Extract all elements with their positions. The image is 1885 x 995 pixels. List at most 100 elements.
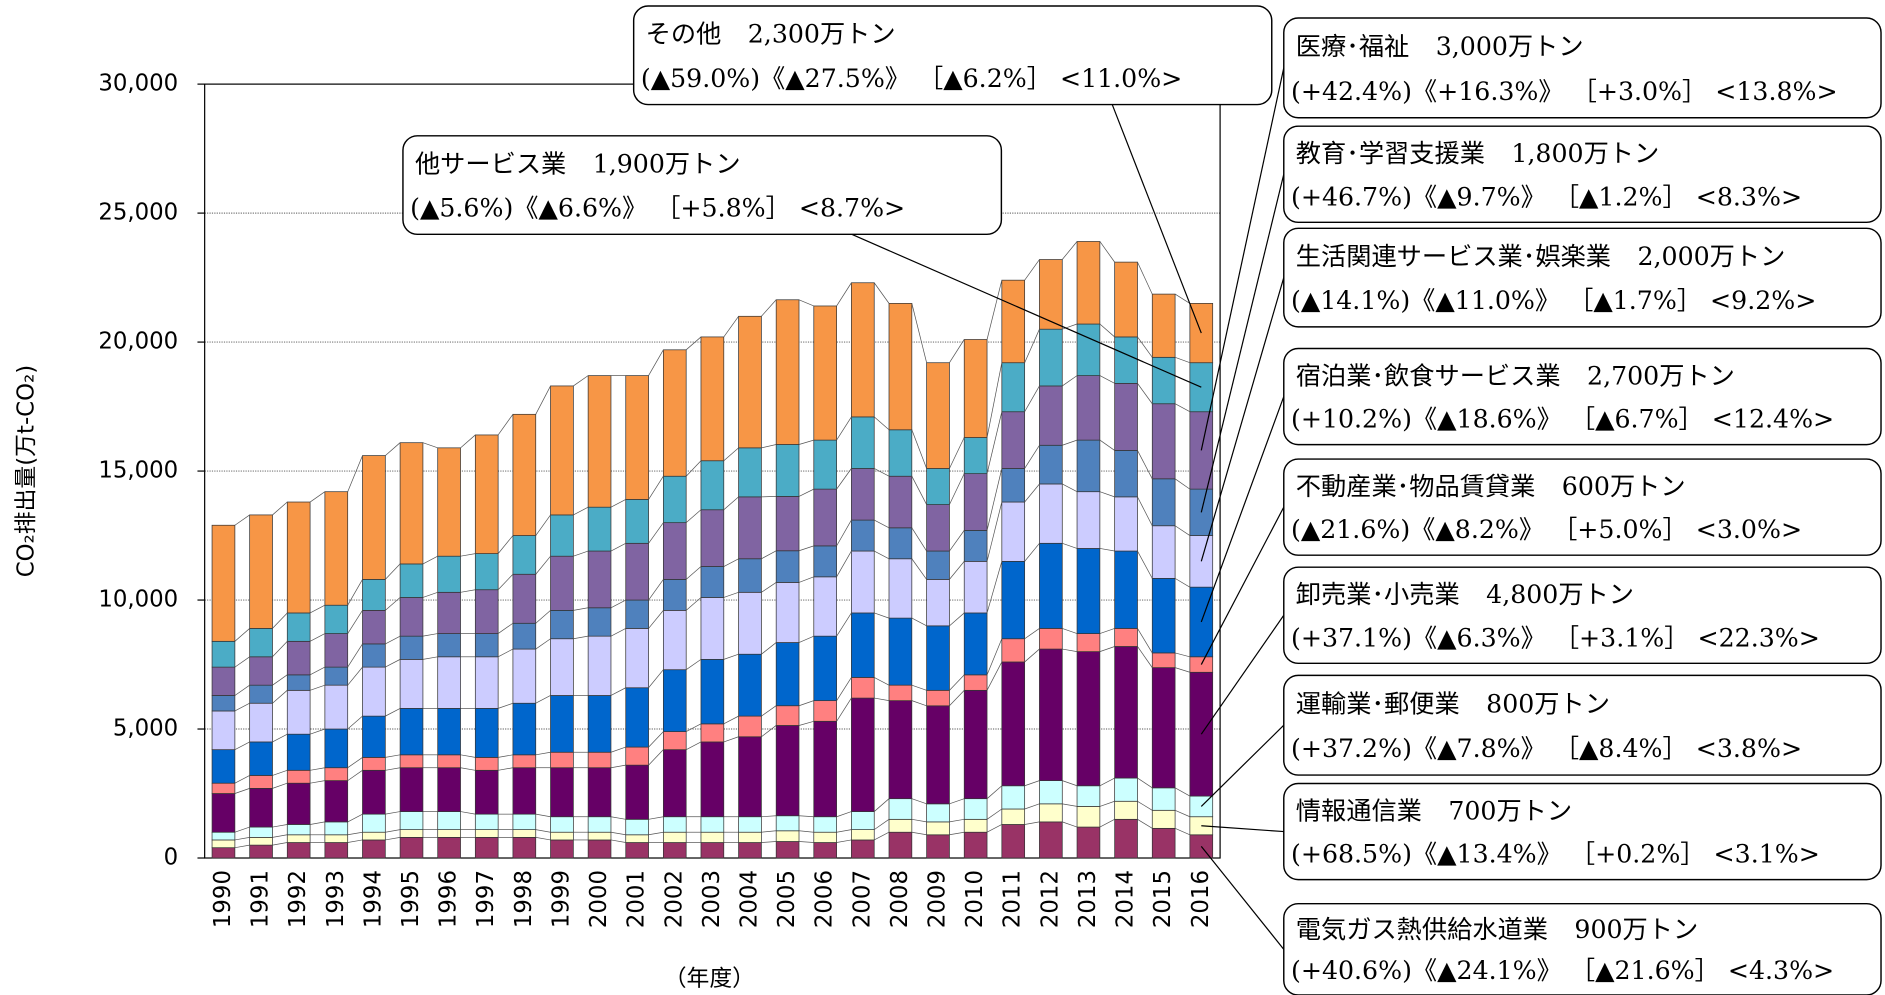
bar-segment <box>1151 827 1176 859</box>
bar-segment <box>249 826 273 838</box>
connector <box>949 561 965 580</box>
connector <box>422 591 438 598</box>
connector <box>949 818 965 823</box>
callout-detail: (▲59.0%)《▲27.5%》 ［▲6.2%］ <11.0%> <box>641 64 1182 93</box>
bar-segment <box>700 831 725 843</box>
bar-segment <box>775 725 800 817</box>
connector <box>685 659 702 670</box>
callout-detail: (+10.2%)《▲18.6%》 ［▲6.7%］ <12.4%> <box>1291 405 1834 434</box>
connector <box>460 754 476 758</box>
bar-segment <box>437 656 461 709</box>
bar-segment <box>399 597 424 637</box>
connector <box>1099 375 1115 384</box>
bar-segment <box>662 669 687 732</box>
connector <box>234 514 250 526</box>
bar-segment <box>700 816 725 833</box>
connector <box>648 816 664 820</box>
connector <box>723 496 739 511</box>
bar-segment <box>474 633 499 658</box>
connector <box>272 641 288 658</box>
connector <box>497 535 514 554</box>
bar-segment <box>625 499 649 544</box>
connector <box>761 725 777 738</box>
connector <box>761 299 777 317</box>
connector <box>1174 578 1191 588</box>
bar-segment <box>700 597 725 660</box>
bar-segment <box>1039 780 1063 805</box>
connector <box>873 798 890 812</box>
bar-segment <box>700 336 725 462</box>
bar-segment <box>963 473 988 531</box>
connector <box>648 522 664 544</box>
connector <box>873 416 890 431</box>
bar-segment <box>362 610 386 645</box>
x-tick-label: 1994 <box>360 870 386 928</box>
callout-detail: (▲5.6%)《▲6.6%》 ［+5.8%］ <8.7%> <box>410 194 905 223</box>
connector <box>385 563 401 580</box>
bar-segment <box>625 628 649 689</box>
bar-segment <box>249 684 273 704</box>
bar-segment <box>888 303 913 431</box>
bar-segment <box>888 475 913 529</box>
bar-segment <box>399 442 424 565</box>
connector <box>234 788 250 794</box>
connector <box>686 723 702 732</box>
connector <box>1137 550 1153 579</box>
bar-segment <box>286 842 311 859</box>
callout-box <box>402 135 1003 236</box>
bar-segment <box>1076 439 1101 493</box>
bar-segment <box>550 514 574 557</box>
connector <box>685 460 702 477</box>
connector <box>723 591 739 598</box>
connector <box>234 628 250 642</box>
bar-segment <box>512 648 537 704</box>
bar-segment <box>963 674 988 691</box>
connector <box>686 741 702 750</box>
connector <box>1062 323 1078 330</box>
bar-segment <box>474 757 499 771</box>
bar-segment <box>775 815 800 832</box>
x-tick-label: 2006 <box>812 870 838 928</box>
bar-segment <box>1076 826 1101 859</box>
connector <box>234 656 250 668</box>
bar-segment <box>926 705 950 805</box>
bar-segment <box>888 617 913 686</box>
bar-segment <box>1076 323 1101 376</box>
callout-box <box>1283 782 1882 881</box>
connector <box>1099 323 1115 338</box>
bar-segment <box>1076 785 1101 807</box>
callout-pointer <box>1200 277 1285 562</box>
bar-segment <box>399 563 424 598</box>
bar-segment <box>1114 382 1138 451</box>
connector <box>911 303 927 363</box>
connector <box>836 697 852 722</box>
connector <box>460 434 476 449</box>
connector <box>1099 646 1115 652</box>
connector <box>761 815 777 818</box>
bar-segment <box>1039 259 1063 330</box>
connector <box>1174 356 1190 364</box>
connector <box>911 558 927 580</box>
connector <box>535 638 551 650</box>
bar-segment <box>700 659 725 725</box>
bar-segment <box>738 831 762 843</box>
connector <box>986 785 1003 799</box>
connector <box>949 798 965 805</box>
bar-segment <box>738 591 762 655</box>
bar-segment <box>1151 809 1176 829</box>
bar-segment <box>738 447 762 498</box>
bar-segment <box>851 519 875 552</box>
series-name: 他サービス業 <box>415 149 566 178</box>
x-tick-label: 1999 <box>548 870 574 928</box>
callout-title: 運輸業･郵便業 800万トン <box>1296 689 1610 718</box>
bar-segment <box>474 656 499 709</box>
bar-segment <box>437 447 461 557</box>
bar-segment <box>437 829 461 838</box>
connector <box>535 813 551 818</box>
connector <box>1099 491 1115 498</box>
bar-segment <box>437 555 461 593</box>
bar-segment <box>286 733 311 771</box>
connector <box>798 439 814 445</box>
connector <box>347 715 363 730</box>
